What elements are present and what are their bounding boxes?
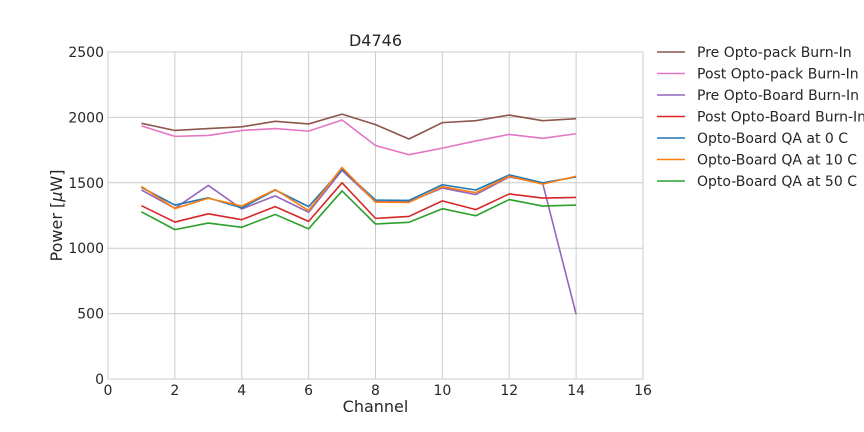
series-lines [140,113,577,315]
legend-entry: Post Opto-pack Burn-In [697,67,859,83]
legend-entry: Opto-Board QA at 50 C [697,174,857,190]
x-tick-label: 16 [634,383,652,399]
legend: Pre Opto-pack Burn-In Post Opto-pack Burn… [657,45,864,190]
x-tick-label: 6 [304,383,313,399]
y-tick-label: 1000 [68,241,104,257]
series-line [141,169,577,315]
x-tick-label: 8 [371,383,380,399]
y-axis-label-suffix: W] [47,170,66,192]
legend-entry: Pre Opto-pack Burn-In [697,45,852,61]
chart-title: D4746 [349,31,402,50]
y-tick-label: 2500 [68,45,104,61]
y-axis-label-prefix: Power [ [47,202,66,262]
legend-entry: Opto-Board QA at 10 C [697,153,857,169]
legend-entry: Post Opto-Board Burn-In [697,110,864,126]
y-tick-label: 0 [95,372,104,388]
y-axis-label-mu: μ [47,192,66,203]
legend-entry: Pre Opto-Board Burn-In [697,88,859,104]
y-axis-label: Power [μW] [47,170,66,262]
x-tick-label: 14 [567,383,585,399]
series-line [141,182,577,223]
x-tick-label: 0 [104,383,113,399]
x-tick-labels: 0 2 4 6 8 10 12 14 16 [104,383,652,399]
x-axis-label: Channel [343,397,409,416]
series-line [140,166,577,212]
series-line [141,168,577,209]
y-tick-labels: 0 500 1000 1500 2000 2500 [68,45,104,388]
grid [107,51,644,380]
legend-entry: Opto-Board QA at 0 C [697,131,848,147]
series-line [141,119,577,156]
series-line [141,190,577,231]
x-tick-label: 4 [237,383,246,399]
y-tick-label: 500 [77,307,104,323]
x-tick-label: 10 [433,383,451,399]
y-tick-label: 2000 [68,110,104,126]
y-tick-label: 1500 [68,176,104,192]
x-tick-label: 2 [170,383,179,399]
x-tick-label: 12 [500,383,518,399]
series-line [141,113,577,140]
plot-frame [107,51,644,380]
